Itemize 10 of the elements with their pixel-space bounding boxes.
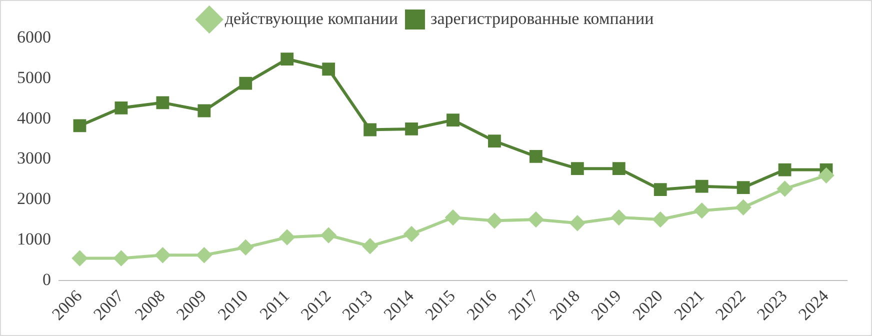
y-tick-label: 3000 — [17, 148, 51, 168]
y-tick-label: 5000 — [17, 68, 51, 87]
y-tick-label: 1000 — [17, 230, 51, 249]
legend-label: зарегистрированные компании — [430, 8, 654, 28]
x-tick-label: 2011 — [256, 286, 294, 324]
y-tick-label: 4000 — [17, 108, 51, 128]
y-tick-label: 2000 — [17, 189, 51, 208]
y-tick-label: 0 — [42, 270, 51, 289]
legend-label: действующие компании — [224, 8, 398, 28]
y-tick-label: 6000 — [17, 27, 51, 46]
